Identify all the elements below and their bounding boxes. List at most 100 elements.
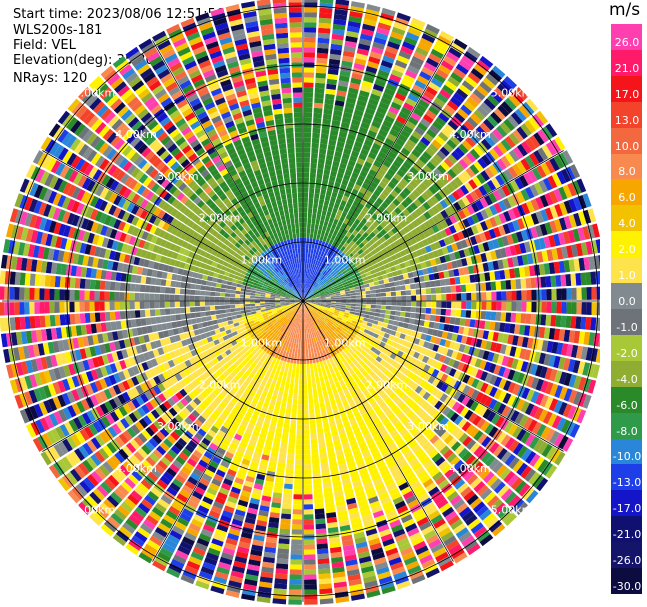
range-gate [415,545,429,556]
range-gate [411,148,421,158]
range-gate [466,292,472,301]
range-gate [324,492,334,499]
range-gate [341,116,352,124]
range-gate [405,97,417,107]
range-gate [277,553,289,560]
range-gate [337,220,343,227]
range-gate [487,240,495,251]
range-gate [304,288,307,294]
range-gate [304,564,316,570]
range-gate [591,302,597,316]
range-gate [370,193,378,201]
range-gate [329,378,335,385]
range-gate [303,212,308,218]
range-gate [357,329,364,335]
range-gate [350,390,357,398]
range-gate [308,393,313,400]
range-gate [299,374,303,380]
range-gate [446,293,452,301]
range-gate [575,345,584,359]
range-gate [308,348,312,354]
range-gate [333,329,339,335]
range-gate [334,242,340,248]
range-gate [499,247,507,258]
range-gate [536,339,544,351]
range-gate [316,422,323,429]
range-gate [470,367,479,377]
range-gate [497,485,510,498]
range-gate [392,395,401,404]
range-gate [451,426,461,437]
range-gate [384,197,392,206]
range-gate [318,310,323,314]
range-gate [383,225,391,233]
range-gate [412,162,422,172]
range-gate [423,211,432,220]
range-gate [375,293,382,297]
range-gate [363,317,369,322]
range-gate [433,97,446,108]
range-gate [342,366,348,373]
range-gate [298,338,301,344]
range-gate [395,455,405,464]
range-gate [395,215,403,223]
range-gate [308,353,312,359]
range-gate [329,290,335,294]
range-gate [304,313,306,319]
range-gate [595,239,600,254]
range-gate [321,184,328,191]
range-gate [320,230,326,237]
range-gate [309,182,315,189]
range-gate [439,30,454,42]
range-gate [438,527,452,538]
range-gate [367,130,377,138]
range-gate [450,285,457,293]
range-gate [409,277,415,284]
range-gate [352,365,359,373]
range-gate [315,523,326,530]
range-gate [423,373,432,382]
range-gate [530,391,540,404]
range-gate [362,206,370,214]
range-gate [360,509,372,517]
range-gate [308,333,311,339]
range-gate [402,255,409,262]
range-gate [326,446,335,453]
range-gate [444,316,451,324]
range-gate [307,318,310,324]
range-gate [310,299,316,301]
range-gate [280,402,287,408]
range-gate [554,219,563,232]
range-gate [402,385,411,394]
range-gate [558,260,566,273]
range-gate [496,142,508,154]
range-gate [592,223,600,238]
range-gate [315,295,321,298]
range-gate [322,285,328,290]
range-gate [375,339,382,345]
range-gate [371,242,379,249]
range-gate [435,390,444,400]
range-gate [384,115,395,124]
range-gate [322,333,327,339]
range-gate [303,207,308,213]
range-gate [452,233,460,242]
range-gate [306,283,309,289]
range-gate [333,259,339,266]
range-gate [361,217,368,225]
range-gate [311,243,315,249]
range-gate [337,237,343,244]
range-gate [342,262,348,268]
range-gate [314,92,324,99]
range-gate [325,295,331,298]
range-gate [382,55,395,64]
range-gate [504,345,512,356]
range-gate [394,316,400,321]
range-gate [286,377,291,384]
range-gate [486,180,497,191]
range-gate [558,356,566,370]
range-gate [451,333,458,342]
range-gate [313,289,318,294]
range-gate [313,308,319,312]
range-gate [446,261,453,270]
